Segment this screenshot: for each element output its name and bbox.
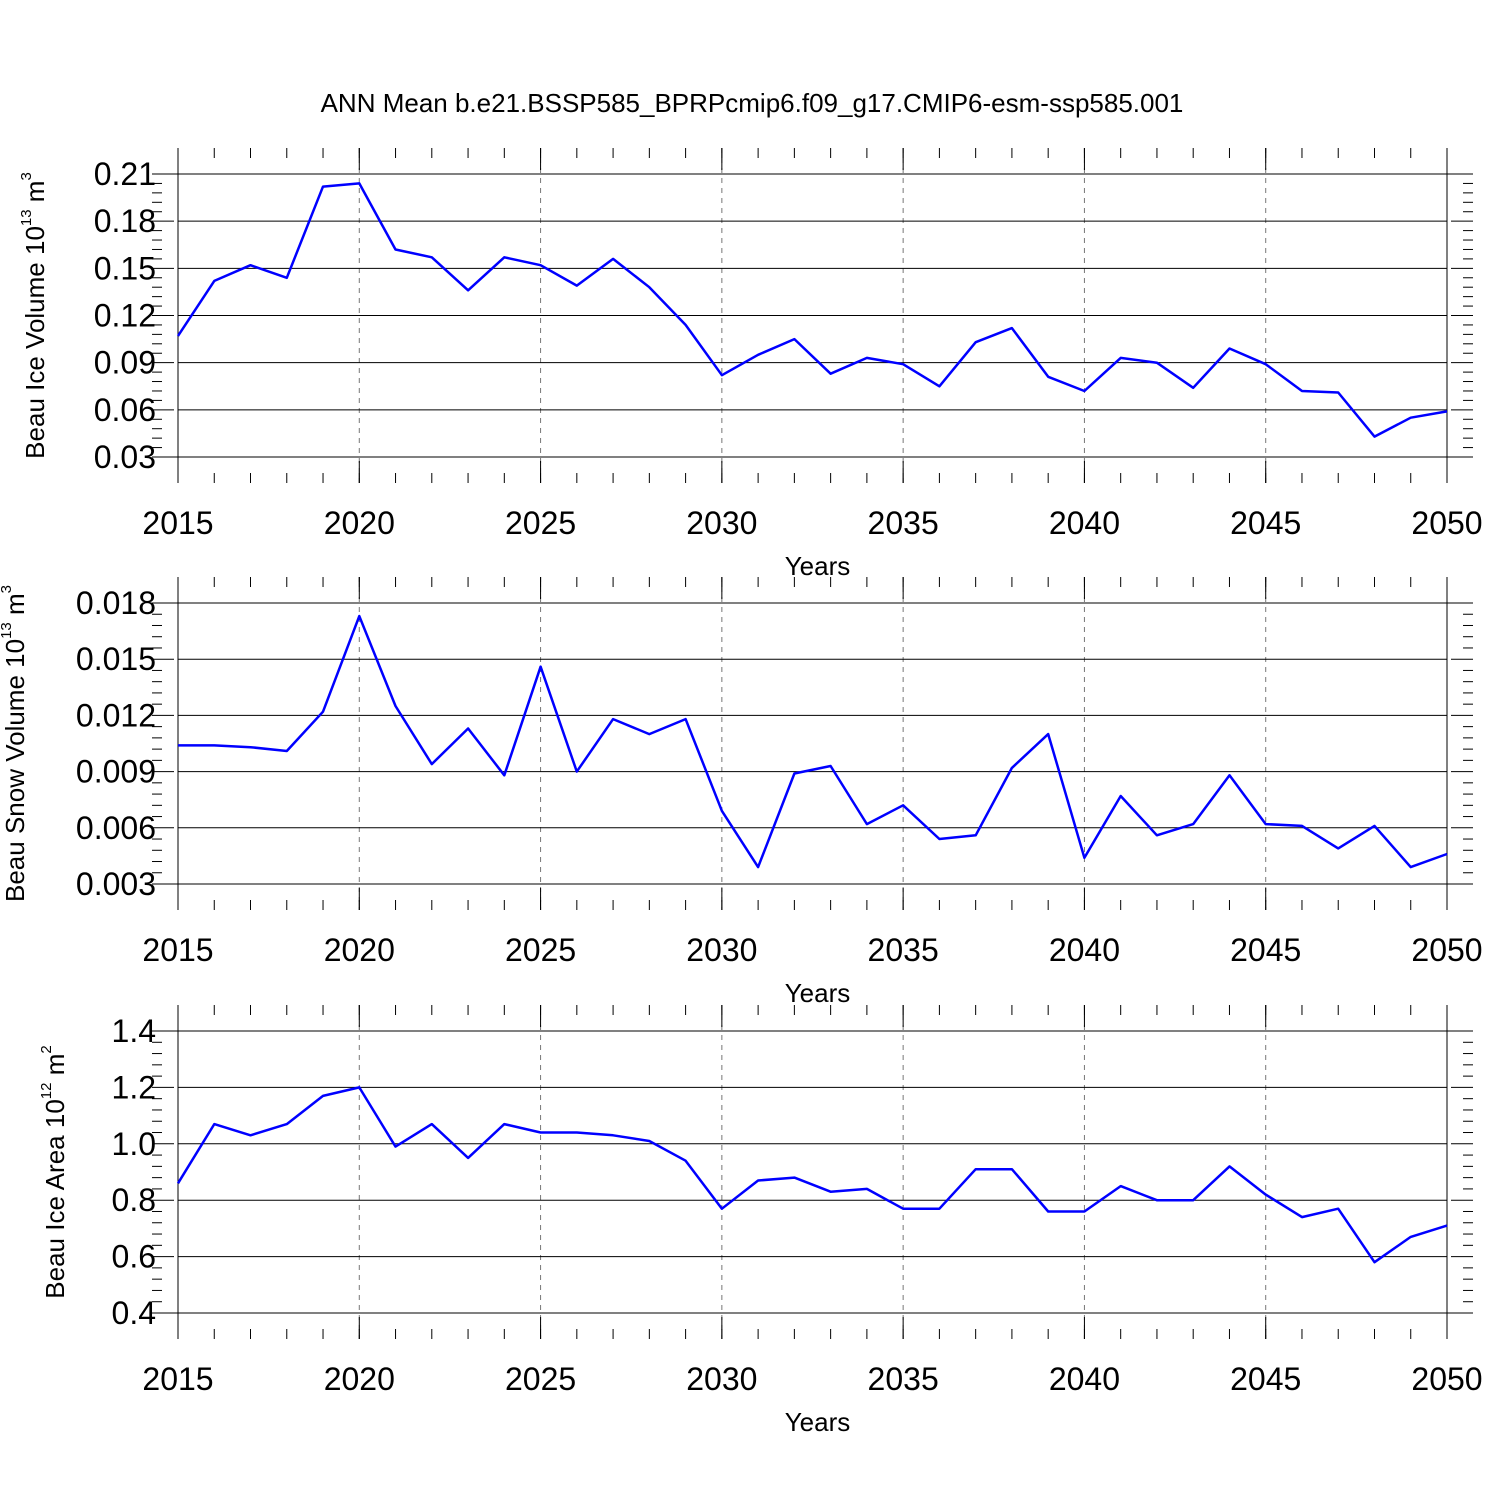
y-tick-label: 0.009 — [76, 754, 156, 790]
chart-panel-1: 2015 2020 2025 2030 2035 2040 2045 2050 0.03 0.06… — [18, 148, 1483, 581]
x-tick-label: 2035 — [868, 505, 939, 541]
x-tick-label: 2030 — [686, 932, 757, 968]
x-tick-label: 2045 — [1230, 505, 1301, 541]
plots: 2015 2020 2025 2030 2035 2040 2045 2050 0.03 0.06… — [0, 148, 1483, 1437]
series-line — [176, 182, 1448, 438]
x-tick-label: 2040 — [1049, 932, 1120, 968]
y-axis-label-superscript: 12 — [38, 1083, 55, 1100]
y-tick-label: 0.4 — [112, 1295, 156, 1331]
y-tick-label: 1.2 — [112, 1069, 156, 1105]
y-axis-label-text: m — [0, 593, 30, 622]
y-tick-label: 1.0 — [112, 1126, 156, 1162]
chart-panel-2: 2015 2020 2025 2030 2035 2040 2045 2050 0.003 0.0… — [0, 577, 1483, 1008]
y-axis-label-superscript: 13 — [18, 209, 35, 226]
x-tick-label: 2030 — [686, 1361, 757, 1397]
x-axis-label: Years — [785, 1407, 851, 1437]
x-axis-label: Years — [785, 551, 851, 581]
y-tick-label: 0.03 — [94, 439, 156, 475]
y-tick-label: 0.006 — [76, 810, 156, 846]
x-tick-label: 2020 — [324, 932, 395, 968]
x-tick-label: 2040 — [1049, 1361, 1120, 1397]
y-tick-label: 0.21 — [94, 156, 156, 192]
y-tick-label: 0.012 — [76, 697, 156, 733]
x-tick-label: 2050 — [1411, 1361, 1482, 1397]
y-tick-label: 0.18 — [94, 203, 156, 239]
x-tick-label: 2020 — [324, 505, 395, 541]
y-axis-label-text: Beau Snow Volume 10 — [0, 639, 30, 902]
x-tick-label: 2025 — [505, 505, 576, 541]
x-tick-label: 2045 — [1230, 932, 1301, 968]
y-axis-label-superscript: 3 — [0, 585, 15, 593]
figure-title: ANN Mean b.e21.BSSP585_BPRPcmip6.f09_g17… — [321, 88, 1184, 118]
x-tick-label: 2025 — [505, 932, 576, 968]
chart-panel-3: 2015 2020 2025 2030 2035 2040 2045 2050 0.4 0.6 0.… — [38, 1005, 1483, 1437]
x-tick-label: 2020 — [324, 1361, 395, 1397]
series-line — [178, 614, 1448, 869]
y-axis-label-text: m — [20, 181, 50, 210]
y-tick-label: 0.6 — [112, 1239, 156, 1275]
y-axis-label: Beau Ice Volume 1013 m3 — [18, 172, 50, 459]
y-axis-label-superscript: 13 — [0, 622, 15, 639]
x-tick-label: 2040 — [1049, 505, 1120, 541]
x-tick-label: 2030 — [686, 505, 757, 541]
y-tick-label: 0.015 — [76, 641, 156, 677]
x-tick-label: 2015 — [142, 932, 213, 968]
y-axis-label: Beau Ice Area 1012 m2 — [38, 1045, 70, 1298]
y-axis-label-superscript: 3 — [18, 172, 35, 180]
x-tick-label: 2035 — [868, 1361, 939, 1397]
series-line — [176, 1086, 1448, 1264]
y-tick-label: 0.09 — [94, 345, 156, 381]
y-tick-label: 0.8 — [112, 1182, 156, 1218]
y-axis-label: Beau Snow Volume 1013 m3 — [0, 585, 30, 902]
x-tick-label: 2050 — [1411, 505, 1482, 541]
x-axis-label: Years — [785, 978, 851, 1008]
y-axis-label-superscript: 2 — [38, 1045, 55, 1053]
x-tick-label: 2035 — [868, 932, 939, 968]
y-tick-label: 0.12 — [94, 298, 156, 334]
y-tick-label: 0.018 — [76, 585, 156, 621]
x-tick-label: 2015 — [142, 1361, 213, 1397]
x-tick-label: 2025 — [505, 1361, 576, 1397]
x-tick-label: 2015 — [142, 505, 213, 541]
x-tick-label: 2045 — [1230, 1361, 1301, 1397]
y-axis-label-text: Beau Ice Volume 10 — [20, 226, 50, 459]
y-tick-label: 0.003 — [76, 866, 156, 902]
y-axis-label-text: m — [40, 1054, 70, 1083]
y-axis-label-text: Beau Ice Area 10 — [40, 1099, 70, 1298]
x-tick-label: 2050 — [1411, 932, 1482, 968]
y-tick-label: 0.15 — [94, 250, 156, 286]
y-tick-label: 1.4 — [112, 1013, 156, 1049]
y-tick-label: 0.06 — [94, 392, 156, 428]
